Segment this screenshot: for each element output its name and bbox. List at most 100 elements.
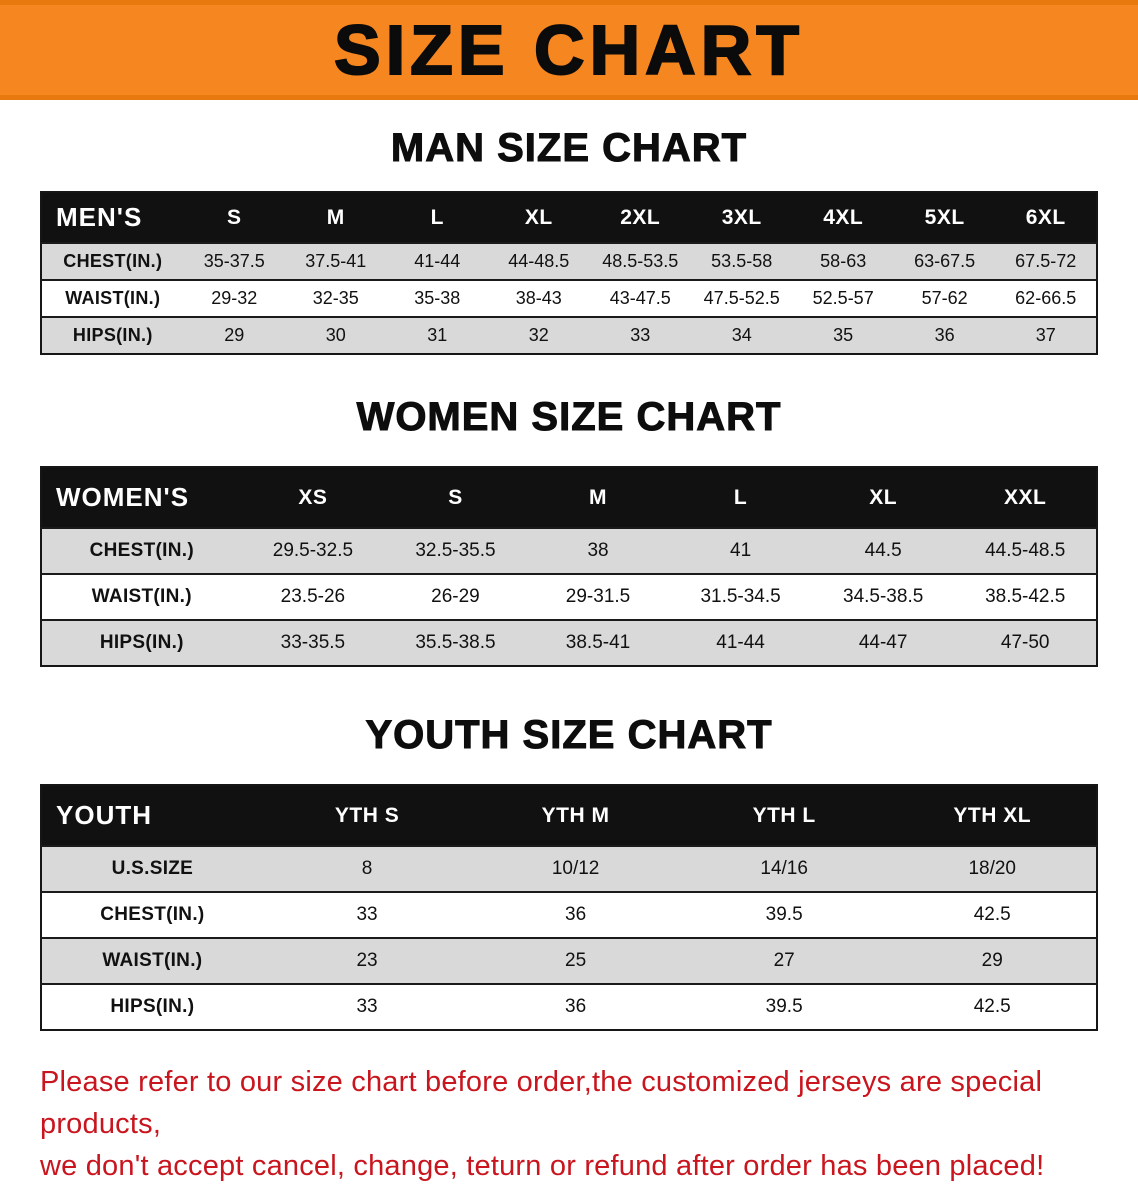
size-column-header: YTH M: [471, 785, 680, 846]
row-label: CHEST(IN.): [41, 242, 184, 280]
size-value: 32-35: [285, 279, 387, 317]
size-column-header: M: [285, 192, 387, 243]
size-value: 8: [262, 845, 472, 892]
size-value: 44-48.5: [488, 242, 590, 280]
row-label: HIPS(IN.): [41, 983, 263, 1030]
row-label: HIPS(IN.): [41, 316, 184, 354]
size-value: 36: [893, 316, 996, 354]
size-value: 23.5-26: [241, 573, 385, 620]
table-corner-label: WOMEN'S: [41, 467, 242, 528]
disclaimer-line-1: Please refer to our size chart before or…: [40, 1066, 1043, 1141]
size-value: 33: [262, 891, 472, 938]
size-column-header: XS: [241, 467, 385, 528]
size-value: 18/20: [888, 845, 1097, 892]
size-value: 34: [690, 316, 793, 354]
table-header-row: MEN'S S M L XL 2XL 3XL 4XL 5XL 6XL: [41, 192, 1097, 243]
size-value: 44.5-48.5: [954, 527, 1097, 574]
size-column-header: L: [386, 192, 488, 243]
size-column-header: XL: [488, 192, 590, 243]
size-value: 37.5-41: [285, 242, 387, 280]
size-column-header: S: [183, 192, 286, 243]
youth-size-table: YOUTH YTH S YTH M YTH L YTH XL U.S.SIZE 8 10/12…: [40, 784, 1098, 1031]
size-value: 33: [262, 983, 472, 1030]
size-value: 23: [262, 937, 472, 984]
size-value: 36: [471, 983, 680, 1030]
size-value: 36: [471, 891, 680, 938]
size-value: 53.5-58: [690, 242, 793, 280]
table-row: HIPS(IN.) 33 36 39.5 42.5: [41, 983, 1097, 1030]
size-value: 37: [995, 316, 1097, 354]
size-value: 42.5: [888, 983, 1097, 1030]
size-value: 10/12: [471, 845, 680, 892]
youth-size-section: YOUTH SIZE CHART YOUTH YTH S YTH M YTH L YTH…: [0, 713, 1138, 1031]
size-value: 41: [669, 527, 812, 574]
size-value: 44-47: [811, 619, 955, 666]
size-value: 43-47.5: [589, 279, 691, 317]
disclaimer: Please refer to our size chart before or…: [40, 1061, 1098, 1187]
women-size-table: WOMEN'S XS S M L XL XXL CHEST(IN.) 29.5-32.5 32.5…: [40, 466, 1098, 667]
size-value: 48.5-53.5: [589, 242, 691, 280]
table-row: CHEST(IN.) 35-37.5 37.5-41 41-44 44-48.5 48.5…: [41, 242, 1097, 280]
table-row: U.S.SIZE 8 10/12 14/16 18/20: [41, 845, 1097, 892]
size-value: 29: [183, 316, 286, 354]
size-column-header: YTH XL: [888, 785, 1097, 846]
size-column-header: 2XL: [589, 192, 691, 243]
table-row: WAIST(IN.) 23 25 27 29: [41, 937, 1097, 984]
size-column-header: YTH S: [262, 785, 472, 846]
size-value: 26-29: [384, 573, 527, 620]
size-value: 35.5-38.5: [384, 619, 527, 666]
size-value: 38: [526, 527, 670, 574]
youth-section-heading: YOUTH SIZE CHART: [365, 713, 773, 758]
table-row: HIPS(IN.) 33-35.5 35.5-38.5 38.5-41 41-44 44-…: [41, 619, 1097, 666]
table-row: CHEST(IN.) 29.5-32.5 32.5-35.5 38 41 44.5 44.5…: [41, 527, 1097, 574]
size-value: 29.5-32.5: [241, 527, 385, 574]
men-section-heading: MAN SIZE CHART: [390, 126, 748, 171]
size-value: 41-44: [669, 619, 812, 666]
table-corner-label: YOUTH: [41, 785, 263, 846]
size-column-header: 5XL: [893, 192, 996, 243]
size-value: 39.5: [679, 891, 889, 938]
size-value: 30: [285, 316, 387, 354]
size-value: 32: [488, 316, 590, 354]
row-label: WAIST(IN.): [41, 279, 184, 317]
size-column-header: M: [526, 467, 670, 528]
row-label: CHEST(IN.): [41, 891, 263, 938]
size-value: 67.5-72: [995, 242, 1097, 280]
table-header-row: WOMEN'S XS S M L XL XXL: [41, 467, 1097, 528]
size-value: 39.5: [679, 983, 889, 1030]
men-size-section: MAN SIZE CHART MEN'S S M L XL 2XL 3XL 4XL 5XL 6XL…: [0, 126, 1138, 355]
size-column-header: S: [384, 467, 527, 528]
table-row: CHEST(IN.) 33 36 39.5 42.5: [41, 891, 1097, 938]
size-column-header: XXL: [954, 467, 1097, 528]
size-value: 35: [792, 316, 894, 354]
size-value: 47.5-52.5: [690, 279, 793, 317]
size-column-header: YTH L: [679, 785, 889, 846]
size-value: 35-37.5: [183, 242, 286, 280]
size-value: 63-67.5: [893, 242, 996, 280]
size-value: 33: [589, 316, 691, 354]
table-corner-label: MEN'S: [41, 192, 184, 243]
size-column-header: XL: [811, 467, 955, 528]
size-value: 41-44: [386, 242, 488, 280]
row-label: WAIST(IN.): [41, 573, 242, 620]
size-column-header: 3XL: [690, 192, 793, 243]
size-column-header: L: [669, 467, 812, 528]
women-section-heading: WOMEN SIZE CHART: [356, 395, 782, 440]
row-label: CHEST(IN.): [41, 527, 242, 574]
size-value: 29-31.5: [526, 573, 670, 620]
size-value: 25: [471, 937, 680, 984]
size-value: 42.5: [888, 891, 1097, 938]
size-value: 29-32: [183, 279, 286, 317]
table-row: WAIST(IN.) 23.5-26 26-29 29-31.5 31.5-34.5 34…: [41, 573, 1097, 620]
size-value: 58-63: [792, 242, 894, 280]
size-value: 38.5-41: [526, 619, 670, 666]
table-header-row: YOUTH YTH S YTH M YTH L YTH XL: [41, 785, 1097, 846]
table-row: WAIST(IN.) 29-32 32-35 35-38 38-43 43-47.5 47.…: [41, 279, 1097, 317]
size-value: 29: [888, 937, 1097, 984]
size-value: 38.5-42.5: [954, 573, 1097, 620]
size-value: 52.5-57: [792, 279, 894, 317]
men-size-table: MEN'S S M L XL 2XL 3XL 4XL 5XL 6XL CHEST(IN.) 35-37…: [40, 191, 1098, 355]
size-value: 38-43: [488, 279, 590, 317]
size-column-header: 6XL: [995, 192, 1097, 243]
size-column-header: 4XL: [792, 192, 894, 243]
